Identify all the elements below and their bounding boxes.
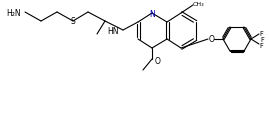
Text: H₂N: H₂N xyxy=(6,8,21,17)
Text: S: S xyxy=(71,17,75,26)
Text: CH₃: CH₃ xyxy=(192,1,204,6)
Text: N: N xyxy=(149,9,155,18)
Text: O: O xyxy=(209,35,215,44)
Text: F: F xyxy=(259,43,263,49)
Text: O: O xyxy=(155,56,161,65)
Text: F: F xyxy=(260,37,264,43)
Text: HN: HN xyxy=(108,26,119,35)
Text: F: F xyxy=(259,31,263,37)
